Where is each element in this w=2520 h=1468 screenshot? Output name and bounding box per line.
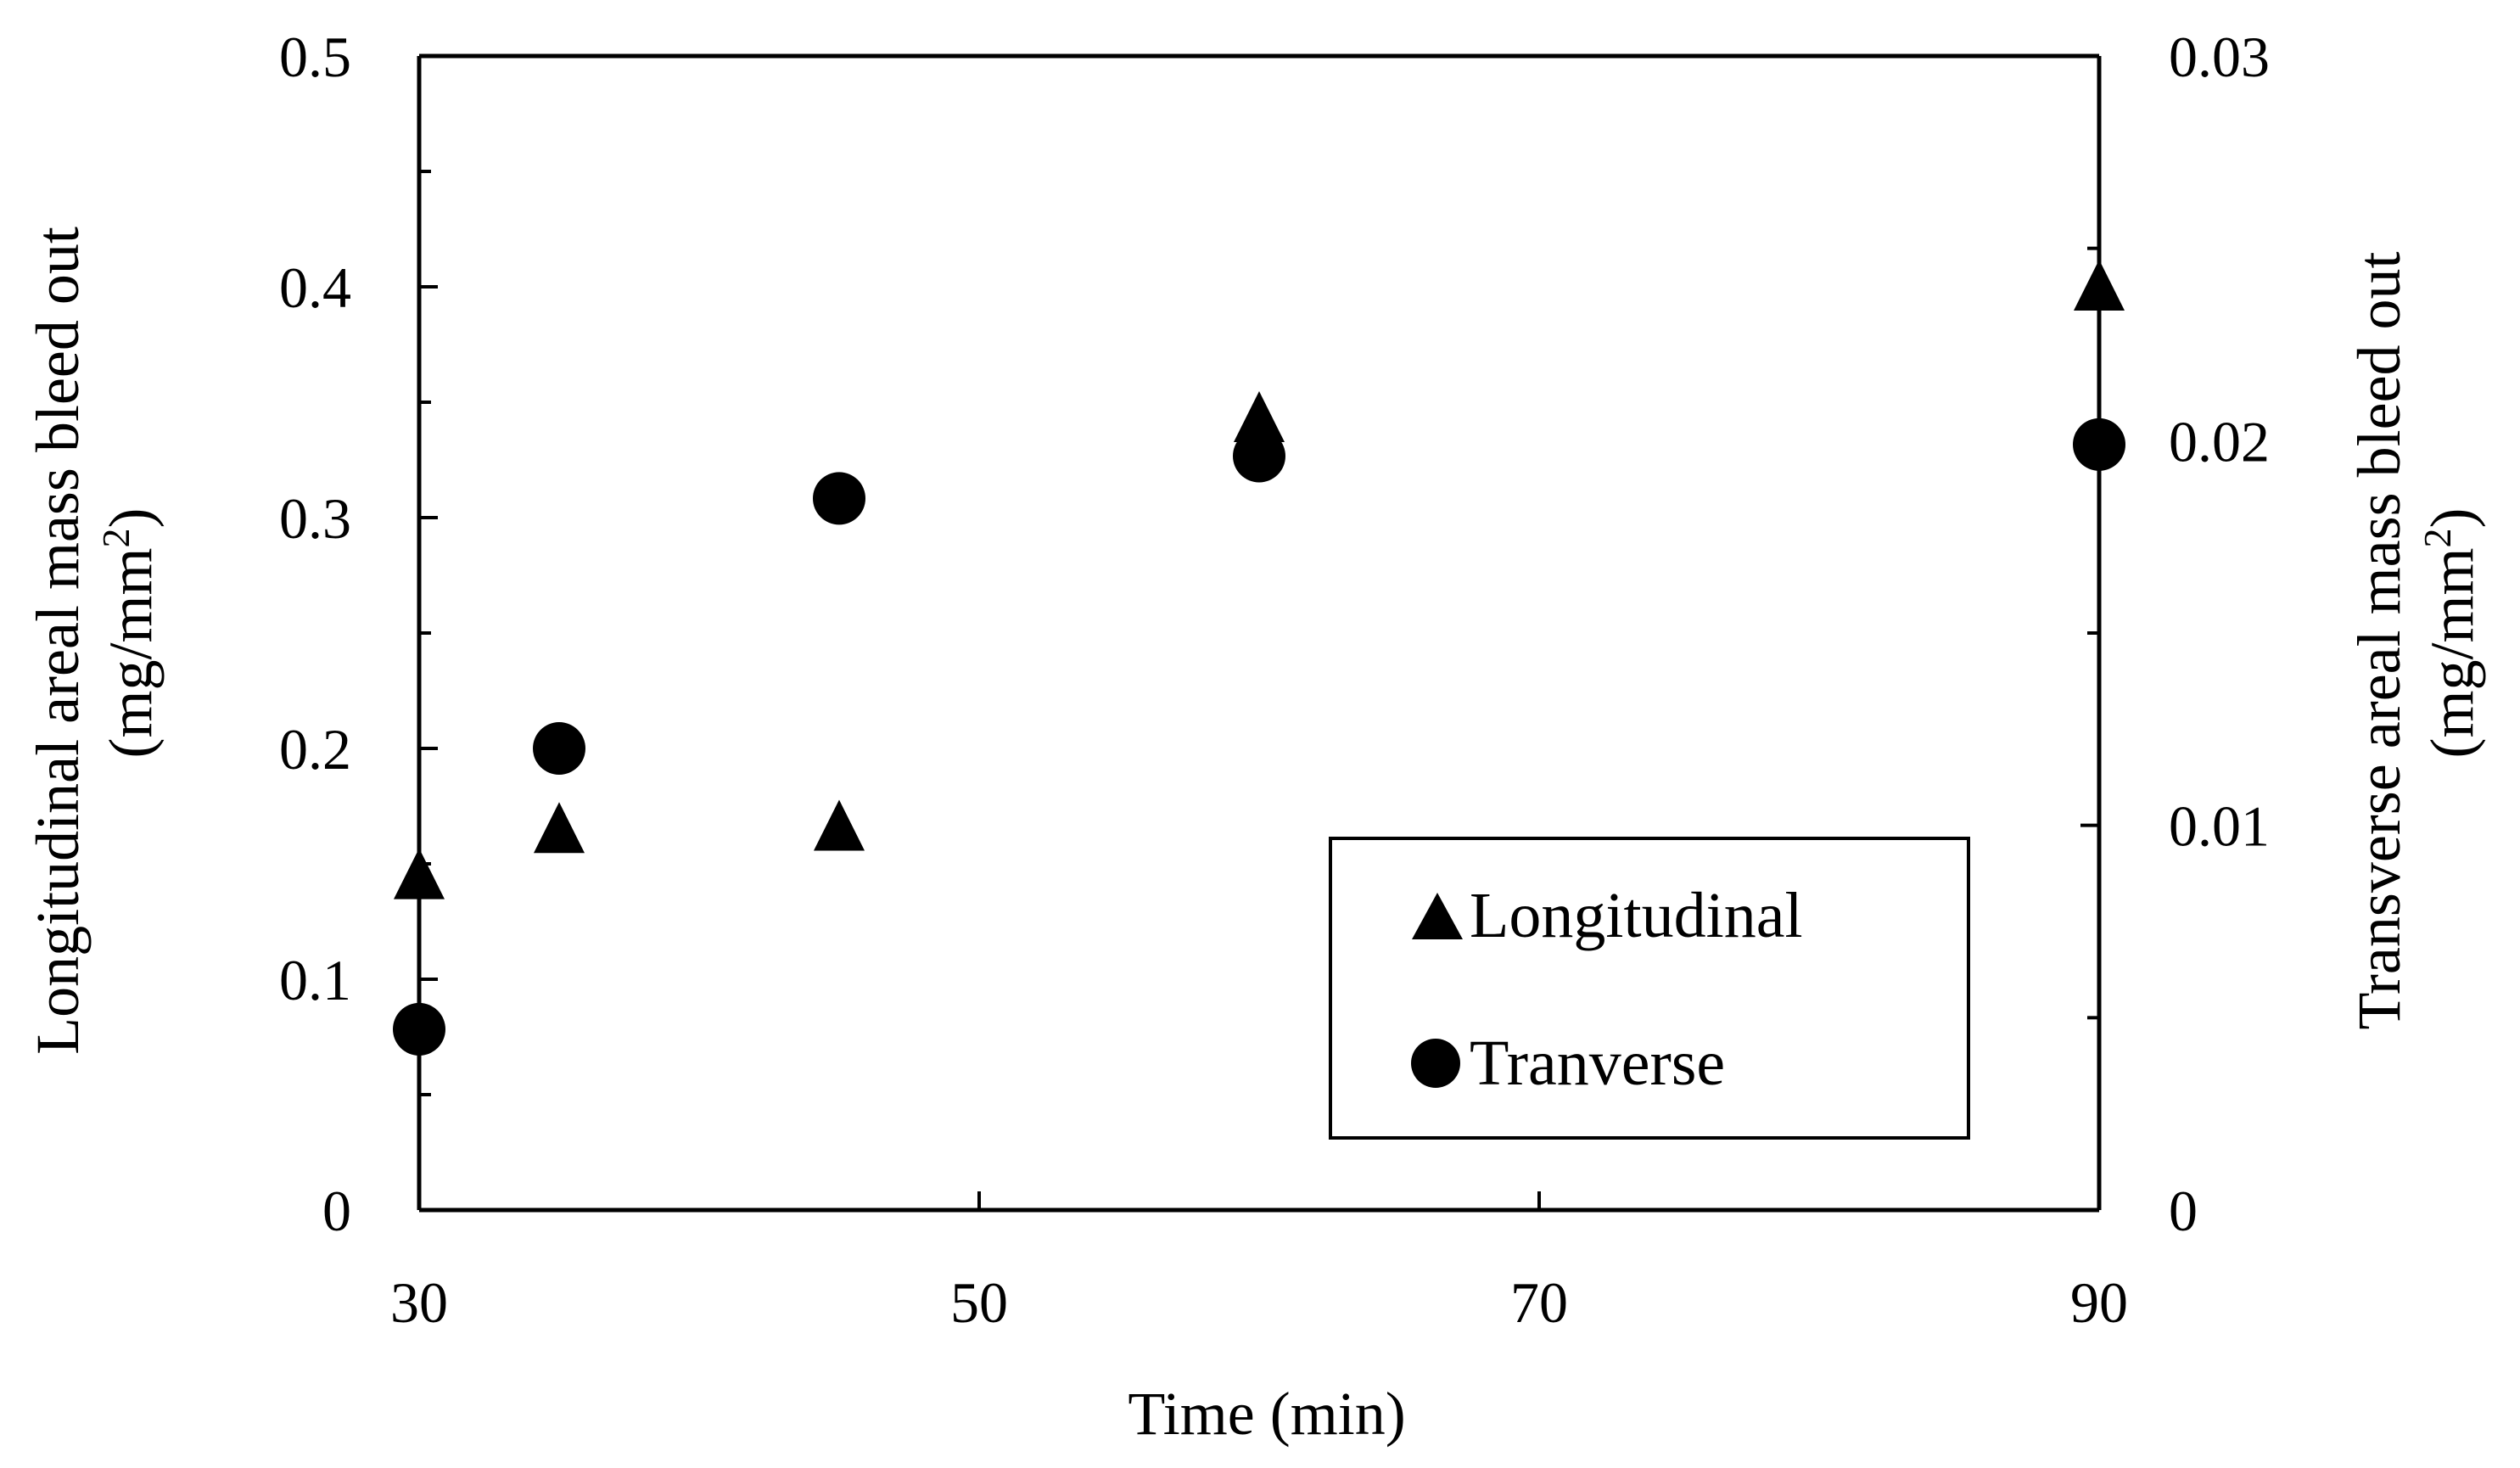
longitudinal-point (394, 848, 445, 899)
y-right-tick-label: 0 (2169, 1179, 2198, 1243)
legend-triangle-marker (1412, 893, 1463, 939)
y-left-axis-title-line1: Longitudinal areal mass bleed out (24, 227, 92, 1055)
legend-circle-marker (1411, 1039, 1460, 1088)
x-axis-title: Time (min) (1128, 1380, 1405, 1448)
series-layer (393, 260, 2125, 1056)
y-left-axis-title: Longitudinal areal mass bleed out (mg/mm… (24, 211, 165, 1055)
longitudinal-point (814, 799, 865, 851)
legend: Longitudinal Tranverse (1329, 837, 1970, 1140)
x-tick-labels: 30 50 70 90 (390, 1270, 2128, 1335)
y-left-axis-title-unit: (mg/mm (97, 547, 165, 758)
y-right-axis-title-superscript: 2 (2416, 528, 2459, 547)
y-left-axis-title-close: ) (97, 508, 165, 529)
y-right-tick-label: 0.03 (2169, 25, 2270, 89)
y-right-axis-title-line1: Transverse areal mass bleed out (2345, 251, 2413, 1029)
y-right-tick-labels: 0 0.01 0.02 0.03 (2169, 25, 2270, 1243)
x-tick-label: 90 (2070, 1270, 2128, 1335)
y-right-axis-title: Transverse areal mass bleed out (mg/mm2) (2345, 236, 2486, 1029)
tranverse-point (393, 1002, 445, 1056)
tranverse-point (1233, 429, 1285, 483)
tranverse-point (2073, 417, 2125, 471)
legend-label-longitudinal: Longitudinal (1470, 880, 1803, 951)
y-right-axis-title-close: ) (2418, 508, 2486, 529)
y-right-tick-label: 0.01 (2169, 794, 2270, 859)
tranverse-point (533, 722, 585, 775)
y-right-tick-label: 0.02 (2169, 409, 2270, 473)
y-left-tick-labels: 0 0.1 0.2 0.3 0.4 0.5 (279, 25, 351, 1243)
y-left-tick-label: 0.3 (279, 486, 351, 551)
longitudinal-point (534, 802, 585, 854)
y-right-axis-title-unit: (mg/mm (2418, 547, 2486, 758)
y-left-tick-label: 0.2 (279, 717, 351, 782)
x-tick-label: 30 (390, 1270, 448, 1335)
legend-box (1329, 837, 1970, 1140)
x-tick-label: 70 (1510, 1270, 1568, 1335)
y-left-tick-label: 0.5 (279, 25, 351, 89)
y-left-tick-label: 0 (322, 1179, 351, 1243)
longitudinal-point (2074, 260, 2125, 311)
legend-label-tranverse: Tranverse (1470, 1028, 1725, 1099)
longitudinal-point (1234, 391, 1285, 443)
y-left-axis-title-superscript: 2 (94, 528, 137, 547)
y-left-tick-label: 0.4 (279, 255, 351, 320)
x-tick-label: 50 (950, 1270, 1008, 1335)
tranverse-point (813, 472, 865, 525)
y-left-tick-label: 0.1 (279, 948, 351, 1012)
